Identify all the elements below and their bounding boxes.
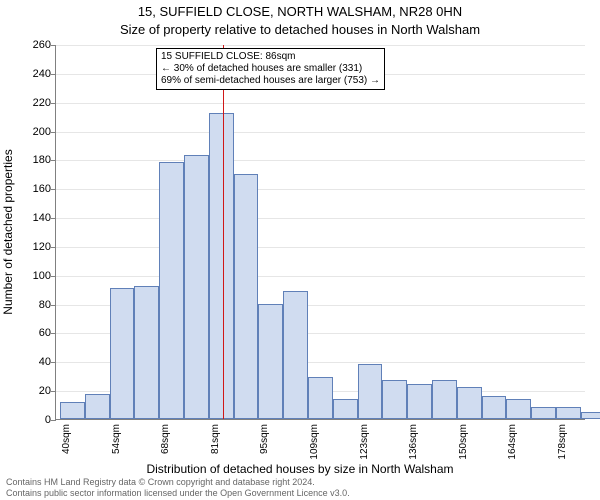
histogram-bar xyxy=(110,288,135,419)
y-tick-label: 260 xyxy=(11,39,51,51)
x-tick-label: 109sqm xyxy=(309,424,320,464)
y-tick-label: 200 xyxy=(11,126,51,138)
y-tick xyxy=(51,362,56,363)
histogram-bars xyxy=(56,45,585,419)
histogram-bar xyxy=(407,384,432,419)
histogram-bar xyxy=(209,113,234,419)
histogram-bar xyxy=(60,402,85,419)
chart-title-line2: Size of property relative to detached ho… xyxy=(0,22,600,37)
x-tick-label: 164sqm xyxy=(507,424,518,464)
y-tick xyxy=(51,132,56,133)
histogram-bar xyxy=(358,364,383,419)
footer-attribution: Contains HM Land Registry data © Crown c… xyxy=(6,477,350,498)
x-tick-label: 178sqm xyxy=(557,424,568,464)
plot-area: 15 SUFFIELD CLOSE: 86sqm ← 30% of detach… xyxy=(55,45,585,420)
histogram-bar xyxy=(482,396,507,419)
y-tick xyxy=(51,333,56,334)
histogram-bar xyxy=(184,155,209,419)
y-tick xyxy=(51,218,56,219)
histogram-bar xyxy=(457,387,482,419)
y-tick xyxy=(51,276,56,277)
histogram-bar xyxy=(556,407,581,419)
y-axis-label: Number of detached properties xyxy=(1,149,15,314)
histogram-bar xyxy=(134,286,159,419)
histogram-bar xyxy=(234,174,259,419)
y-tick-label: 80 xyxy=(11,299,51,311)
y-tick-label: 140 xyxy=(11,212,51,224)
histogram-bar xyxy=(531,407,556,419)
x-tick-label: 40sqm xyxy=(61,424,72,464)
x-tick-label: 150sqm xyxy=(458,424,469,464)
histogram-bar xyxy=(258,304,283,419)
y-tick-label: 40 xyxy=(11,356,51,368)
annotation-box: 15 SUFFIELD CLOSE: 86sqm ← 30% of detach… xyxy=(156,48,385,90)
y-tick xyxy=(51,103,56,104)
y-tick xyxy=(51,189,56,190)
x-tick-label: 123sqm xyxy=(359,424,370,464)
y-tick xyxy=(51,420,56,421)
histogram-bar xyxy=(333,399,358,419)
y-tick xyxy=(51,160,56,161)
annotation-line1: 15 SUFFIELD CLOSE: 86sqm xyxy=(161,51,380,63)
histogram-bar xyxy=(382,380,407,419)
footer-line2: Contains public sector information licen… xyxy=(6,488,350,498)
y-tick-label: 240 xyxy=(11,68,51,80)
marker-line xyxy=(223,45,224,419)
histogram-bar xyxy=(506,399,531,419)
x-tick-label: 68sqm xyxy=(160,424,171,464)
annotation-line3: 69% of semi-detached houses are larger (… xyxy=(161,75,380,87)
y-tick-label: 20 xyxy=(11,385,51,397)
y-tick xyxy=(51,305,56,306)
y-tick-label: 180 xyxy=(11,154,51,166)
y-tick xyxy=(51,74,56,75)
histogram-bar xyxy=(159,162,184,419)
histogram-bar xyxy=(85,394,110,419)
x-tick-label: 136sqm xyxy=(408,424,419,464)
x-tick-label: 81sqm xyxy=(210,424,221,464)
y-tick-label: 220 xyxy=(11,97,51,109)
y-tick xyxy=(51,247,56,248)
x-axis-label: Distribution of detached houses by size … xyxy=(0,462,600,476)
x-tick-label: 95sqm xyxy=(259,424,270,464)
histogram-bar xyxy=(308,377,333,419)
y-tick-label: 100 xyxy=(11,270,51,282)
footer-line1: Contains HM Land Registry data © Crown c… xyxy=(6,477,350,487)
histogram-bar xyxy=(432,380,457,419)
chart-title-line1: 15, SUFFIELD CLOSE, NORTH WALSHAM, NR28 … xyxy=(0,4,600,19)
y-tick-label: 60 xyxy=(11,327,51,339)
x-tick-label: 54sqm xyxy=(111,424,122,464)
chart-container: 15, SUFFIELD CLOSE, NORTH WALSHAM, NR28 … xyxy=(0,0,600,500)
y-tick xyxy=(51,391,56,392)
annotation-line2: ← 30% of detached houses are smaller (33… xyxy=(161,63,380,75)
y-tick-label: 120 xyxy=(11,241,51,253)
histogram-bar xyxy=(581,412,600,419)
y-tick-label: 160 xyxy=(11,183,51,195)
y-tick-label: 0 xyxy=(11,414,51,426)
y-tick xyxy=(51,45,56,46)
histogram-bar xyxy=(283,291,308,419)
